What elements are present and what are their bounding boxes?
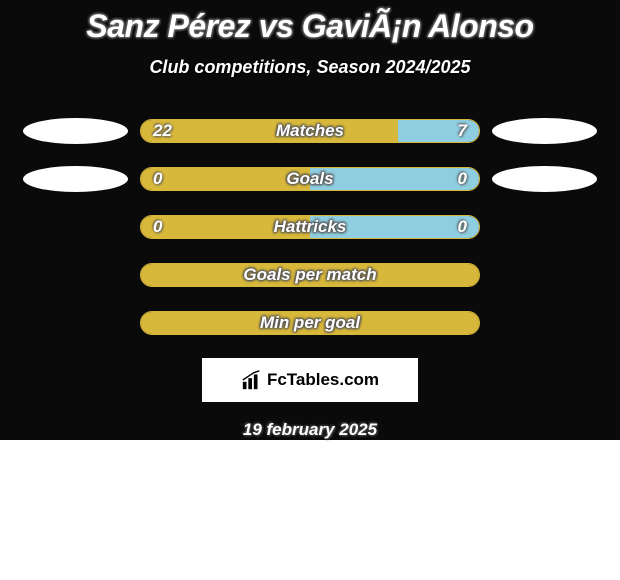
stat-row-hattricks: 0 Hattricks 0 [0,214,620,240]
stat-label: Matches [141,120,479,142]
page-title: Sanz Pérez vs GaviÃ¡n Alonso [0,8,620,45]
right-ellipse [492,166,597,192]
chart-icon [241,369,263,391]
stat-right-value: 7 [458,120,467,142]
stat-right-value: 0 [458,216,467,238]
brand-text: FcTables.com [267,370,379,390]
left-ellipse [23,118,128,144]
brand-box[interactable]: FcTables.com [202,358,418,402]
subtitle: Club competitions, Season 2024/2025 [0,57,620,78]
stat-bar: Min per goal [140,311,480,335]
right-ellipse [492,118,597,144]
left-spacer [23,214,128,240]
date-text: 19 february 2025 [0,420,620,440]
stat-right-value: 0 [458,168,467,190]
stats-rows: 22 Matches 7 0 Goals 0 0 [0,118,620,336]
stat-label: Goals [141,168,479,190]
stat-label: Hattricks [141,216,479,238]
stat-row-matches: 22 Matches 7 [0,118,620,144]
right-spacer [492,214,597,240]
left-ellipse [23,166,128,192]
left-spacer [23,310,128,336]
right-spacer [492,262,597,288]
stat-bar: 0 Goals 0 [140,167,480,191]
stat-bar: Goals per match [140,263,480,287]
comparison-widget: Sanz Pérez vs GaviÃ¡n Alonso Club compet… [0,0,620,440]
stat-bar: 0 Hattricks 0 [140,215,480,239]
left-spacer [23,262,128,288]
stat-label: Goals per match [141,264,479,286]
stat-row-goals: 0 Goals 0 [0,166,620,192]
stat-label: Min per goal [141,312,479,334]
stat-bar: 22 Matches 7 [140,119,480,143]
stat-row-gpm: Goals per match [0,262,620,288]
right-spacer [492,310,597,336]
stat-row-mpg: Min per goal [0,310,620,336]
